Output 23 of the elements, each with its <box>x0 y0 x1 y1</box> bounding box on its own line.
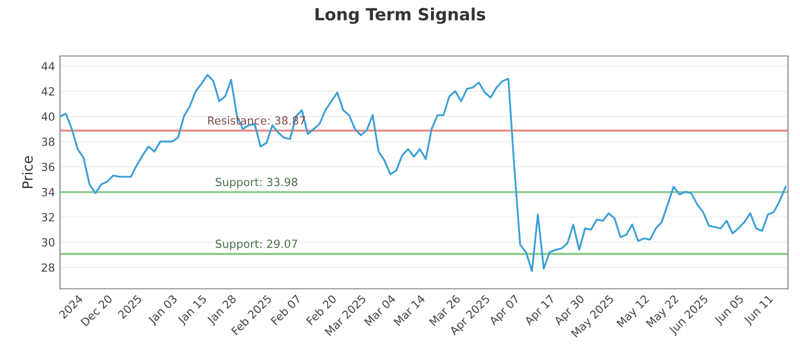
y-axis-title: Price <box>22 156 33 188</box>
line-series <box>60 74 787 272</box>
ref-line-label: Support: 29.07 <box>216 240 298 250</box>
y-tick-label: 32 <box>42 213 54 222</box>
ref-line-label: Support: 33.98 <box>216 178 298 188</box>
x-tick-label: Mar 14 <box>394 294 426 326</box>
y-tick-label: 44 <box>42 62 55 70</box>
y-tick-label: 30 <box>42 238 54 247</box>
x-tick-label: Apr 17 <box>524 294 557 328</box>
chart-title: Long Term Signals <box>316 8 486 24</box>
y-tick-label: 42 <box>42 87 54 96</box>
y-tick-label: 40 <box>42 112 54 121</box>
x-tick-label: Jan 28 <box>206 294 238 326</box>
x-tick-label: Feb 07 <box>270 294 302 326</box>
x-tick-label: Jan 15 <box>176 294 208 326</box>
y-tick-label: 28 <box>42 263 54 272</box>
x-tick-label: Jun 05 <box>713 294 746 326</box>
x-tick-label: Apr 07 <box>488 294 522 328</box>
x-tick-label: Jun 11 <box>743 294 775 326</box>
y-tick-label: 36 <box>42 162 54 172</box>
y-tick-label: 34 <box>42 188 55 196</box>
y-tick-label: 38 <box>42 138 54 146</box>
x-tick-label: Jan 03 <box>147 294 180 326</box>
